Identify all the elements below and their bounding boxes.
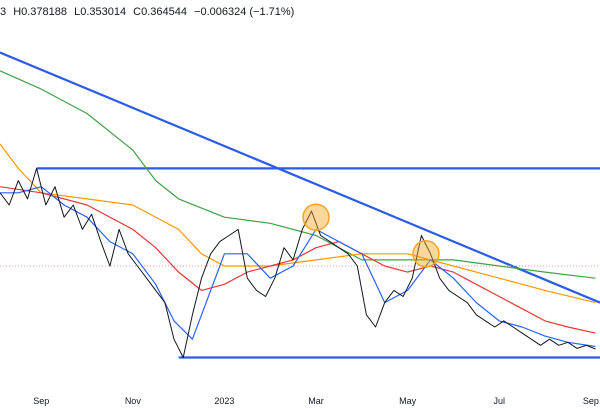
legend-open: 3 [0, 6, 7, 18]
legend-high: H0.378188 [13, 6, 68, 18]
x-tick-label: Jul [493, 396, 505, 406]
x-tick-label: Sep [583, 396, 599, 406]
legend-low: L0.353014 [74, 6, 127, 18]
ohlc-legend: 3 H0.378188 L0.353014 C0.364544 −0.00632… [0, 4, 298, 20]
x-tick-label: Mar [308, 396, 324, 406]
highlight-circle-apr [302, 203, 330, 231]
x-tick-label: Sep [33, 396, 49, 406]
x-tick-label: May [399, 396, 417, 406]
legend-change: −0.006324 (−1.71%) [194, 6, 295, 18]
ma-fast-series [0, 186, 596, 348]
series-layer [0, 51, 600, 359]
highlight-circle-jul [412, 240, 440, 268]
legend-close: C0.364544 [133, 6, 187, 18]
ma-long-series [0, 70, 596, 279]
ma-mid-series [0, 186, 596, 334]
x-tick-label: 2023 [214, 396, 234, 406]
x-axis: Sep Nov 2023 Mar May Jul Sep [33, 396, 599, 406]
price-series [0, 167, 596, 358]
ma-slow-series [0, 143, 596, 304]
descending-trendline [0, 51, 600, 304]
x-tick-label: Nov [125, 396, 142, 406]
